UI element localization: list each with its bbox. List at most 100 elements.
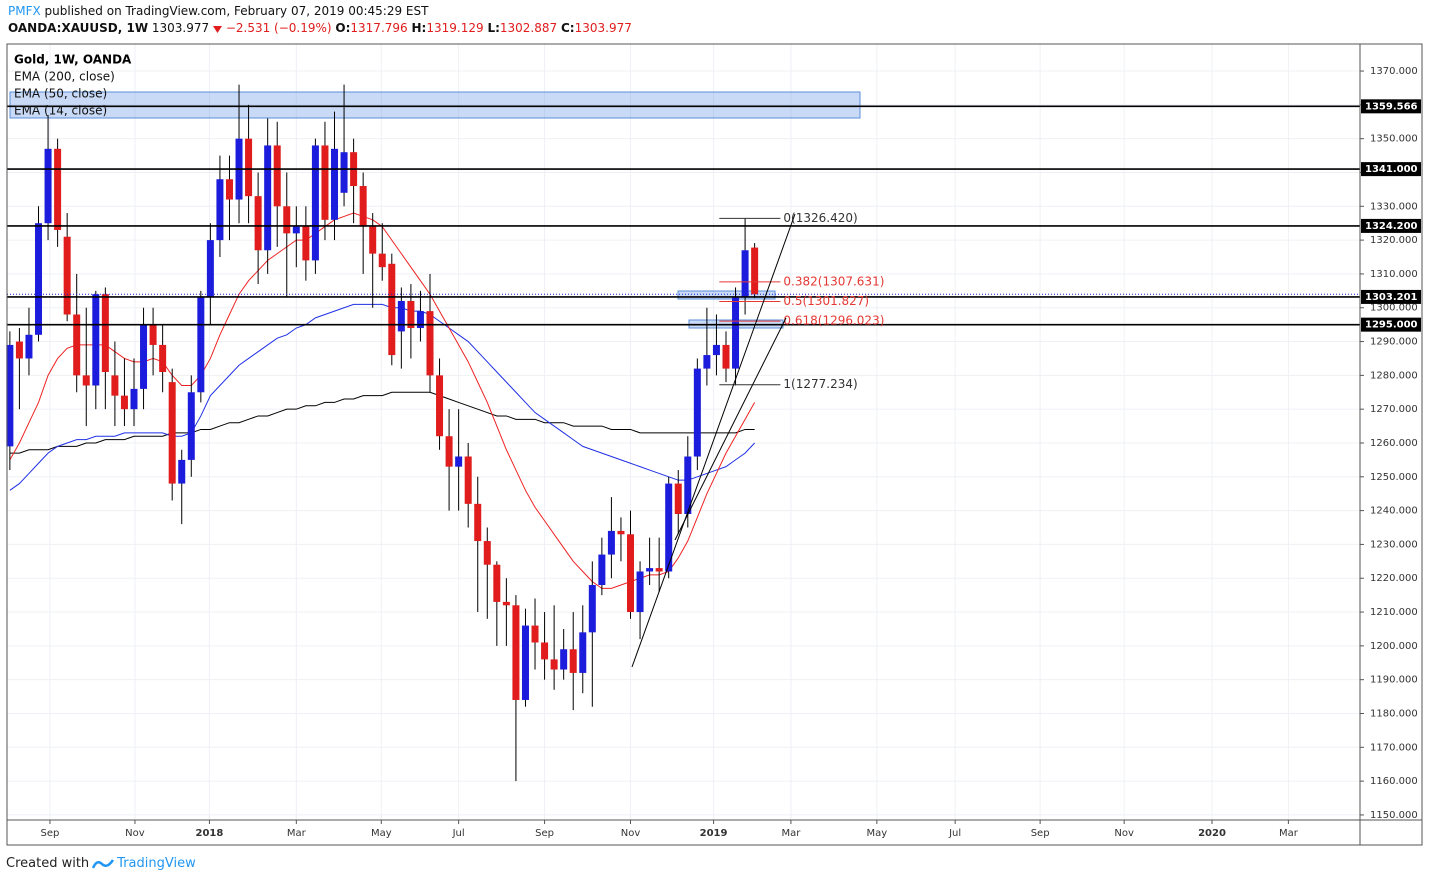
fib-label: 0.382(1307.631) xyxy=(783,274,884,288)
candle-body xyxy=(73,314,81,376)
candle-body xyxy=(397,300,405,332)
x-tick-label: Mar xyxy=(781,828,801,839)
publish-line: PMFX published on TradingView.com, Febru… xyxy=(8,3,632,20)
candle-body xyxy=(636,571,644,613)
footer: Created with TradingView xyxy=(6,856,196,871)
candle-body xyxy=(550,659,558,670)
candle-body xyxy=(416,311,424,329)
trend-line xyxy=(631,213,796,668)
candle-body xyxy=(426,311,434,376)
candle-body xyxy=(197,297,205,393)
legend-entry: EMA (50, close) xyxy=(14,87,107,101)
y-tick-label: 1290.000 xyxy=(1370,337,1418,348)
candle-body xyxy=(149,324,157,345)
x-tick-label: Nov xyxy=(1114,828,1134,839)
candle-body xyxy=(407,300,415,329)
candle-body xyxy=(646,568,654,572)
candle-body xyxy=(111,375,119,396)
level-label-box xyxy=(1361,99,1421,114)
fib-label: 0.618(1296.023) xyxy=(783,314,884,328)
x-tick-label: Sep xyxy=(535,828,554,839)
candle-body xyxy=(674,483,682,514)
y-tick-label: 1260.000 xyxy=(1370,438,1418,449)
candle-body xyxy=(531,625,539,643)
header: PMFX published on TradingView.com, Febru… xyxy=(8,3,632,37)
y-tick-label: 1230.000 xyxy=(1370,539,1418,550)
candle-body xyxy=(521,625,529,700)
x-tick-label: Mar xyxy=(287,828,307,839)
candle-body xyxy=(732,297,740,369)
ohlc-label: H: xyxy=(411,21,427,35)
legend: Gold, 1W, OANDA EMA (200, close) EMA (50,… xyxy=(14,53,132,118)
ohlc-value: 1303.977 xyxy=(574,21,632,35)
candle-body xyxy=(579,632,587,673)
candle-body xyxy=(92,294,100,386)
y-tick-label: 1320.000 xyxy=(1370,235,1418,246)
candle-body xyxy=(607,530,615,555)
candle-body xyxy=(436,375,444,437)
y-tick-label: 1310.000 xyxy=(1370,269,1418,280)
candle-body xyxy=(178,459,186,484)
x-tick-label: 2018 xyxy=(196,828,224,839)
candle-body xyxy=(560,649,568,670)
candle-body xyxy=(378,253,386,268)
y-tick-label: 1240.000 xyxy=(1370,506,1418,517)
candle-body xyxy=(665,483,673,572)
fib-label: 0(1326.420) xyxy=(783,211,857,225)
candle-body xyxy=(264,145,272,251)
y-tick-label: 1160.000 xyxy=(1370,776,1418,787)
candle-body xyxy=(569,649,577,673)
y-tick-label: 1350.000 xyxy=(1370,134,1418,145)
candle-body xyxy=(741,250,749,298)
chart: 0(1326.420) 0.382(1307.631) 0.5(1301.827) 0… xyxy=(6,43,1423,846)
ohlc-value: 1302.887 xyxy=(499,21,558,35)
x-tick-label: Mar xyxy=(1279,828,1299,839)
candle-body xyxy=(44,148,52,224)
candle-body xyxy=(703,355,711,369)
candle-body xyxy=(474,503,482,542)
candle-body xyxy=(120,395,128,410)
candle-body xyxy=(101,294,109,372)
level-label: 1303.201 xyxy=(1365,292,1418,303)
candle-body xyxy=(254,196,262,251)
ohlc-label: C: xyxy=(560,21,575,35)
candle-body xyxy=(684,456,692,514)
candle-body xyxy=(693,368,701,457)
level-label-box xyxy=(1361,317,1421,332)
candle-body xyxy=(245,138,253,197)
trend-line xyxy=(674,317,787,541)
candle-body xyxy=(588,585,596,633)
ema-line xyxy=(9,303,755,491)
zone xyxy=(9,91,861,119)
level-label-box xyxy=(1361,289,1421,304)
candle-body xyxy=(25,334,33,359)
candle-body xyxy=(598,554,606,586)
candle-body xyxy=(216,179,224,241)
down-arrow xyxy=(212,25,222,33)
candle-body xyxy=(159,344,167,372)
fib-label: 1(1277.234) xyxy=(783,377,857,391)
candle-body xyxy=(359,186,367,227)
level-label-box xyxy=(1361,218,1421,233)
y-tick-label: 1330.000 xyxy=(1370,201,1418,212)
y-tick-label: 1300.000 xyxy=(1370,303,1418,314)
x-tick-label: May xyxy=(867,828,888,839)
footer-text: Created with xyxy=(6,856,90,871)
legend-entry: EMA (14, close) xyxy=(14,104,107,118)
frame xyxy=(6,43,1423,846)
y-tick-label: 1250.000 xyxy=(1370,472,1418,483)
x-tick-label: Nov xyxy=(125,828,145,839)
candle-body xyxy=(369,226,377,254)
grid xyxy=(7,44,1360,820)
candle-body xyxy=(302,226,310,261)
x-tick-label: Jul xyxy=(948,828,961,839)
candle-body xyxy=(445,436,453,467)
x-tick-label: May xyxy=(371,828,392,839)
level-label: 1324.200 xyxy=(1365,221,1418,232)
x-tick-label: Jul xyxy=(452,828,465,839)
published: published on TradingView.com, February 0… xyxy=(44,4,429,18)
candle-body xyxy=(225,179,233,200)
candle-body xyxy=(340,152,348,193)
candle-body xyxy=(617,530,625,535)
candle-body xyxy=(273,145,281,207)
